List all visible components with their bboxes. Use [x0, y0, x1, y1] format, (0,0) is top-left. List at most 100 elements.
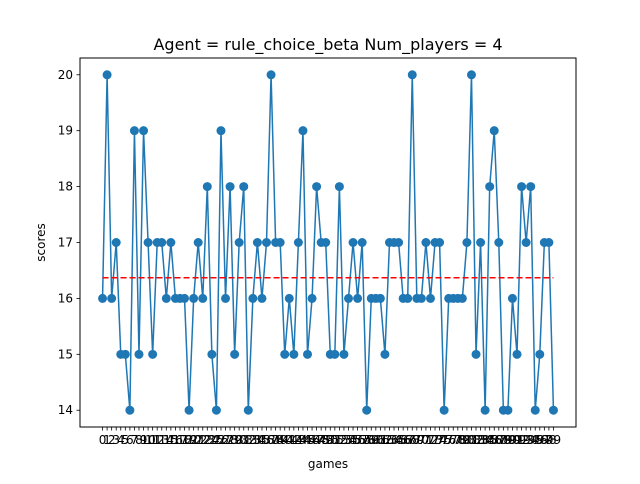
data-point: [348, 238, 358, 247]
x-tick-label: 19: [181, 433, 196, 447]
data-point: [221, 293, 231, 303]
x-tick-label: 12: [150, 433, 165, 447]
x-tick-label: 51: [327, 433, 342, 447]
data-point: [485, 182, 495, 192]
data-point: [394, 238, 404, 247]
data-point: [439, 405, 449, 415]
data-point: [248, 293, 258, 303]
x-tick-label: 13: [154, 433, 169, 447]
data-point: [202, 182, 212, 192]
x-tick-label: 65: [391, 433, 406, 447]
x-tick-label: 61: [373, 433, 388, 447]
data-point: [225, 182, 235, 192]
x-tick-label: 96: [532, 433, 547, 447]
data-point: [157, 238, 167, 247]
x-tick-label: 88: [496, 433, 511, 447]
x-tick-label: 17: [172, 433, 187, 447]
data-point: [98, 293, 108, 303]
data-point: [489, 126, 499, 136]
data-point: [476, 238, 486, 247]
x-tick-label: 28: [222, 433, 237, 447]
x-tick-label: 5: [121, 433, 129, 447]
x-tick-label: 16: [168, 433, 183, 447]
x-tick-label: 67: [400, 433, 415, 447]
x-tick-label: 91: [509, 433, 524, 447]
x-tick-label: 92: [514, 433, 529, 447]
data-point: [257, 293, 267, 303]
axes-frame: [79, 57, 577, 428]
data-point: [321, 238, 331, 247]
data-point: [125, 405, 135, 415]
x-tick-label: 26: [213, 433, 228, 447]
data-point: [380, 349, 390, 359]
data-point: [303, 349, 313, 359]
y-tick-label: 20: [58, 68, 73, 82]
data-point: [494, 238, 504, 247]
data-point: [362, 405, 372, 415]
x-tick-label: 44: [295, 433, 310, 447]
data-point: [517, 182, 527, 192]
y-tick-label: 17: [58, 236, 73, 250]
x-tick-label: 95: [528, 433, 543, 447]
data-point: [275, 238, 285, 247]
data-point: [243, 405, 253, 415]
x-tick-label: 14: [159, 433, 174, 447]
data-point: [234, 238, 244, 247]
data-point: [312, 182, 322, 192]
x-tick-label: 90: [505, 433, 520, 447]
x-tick-label: 83: [473, 433, 488, 447]
x-tick-label: 58: [359, 433, 374, 447]
x-tick-label: 71: [418, 433, 433, 447]
data-point: [353, 293, 363, 303]
data-point: [416, 293, 426, 303]
x-tick-label: 46: [304, 433, 319, 447]
x-tick-label: 35: [254, 433, 269, 447]
data-point: [289, 349, 299, 359]
x-tick-label: 50: [323, 433, 338, 447]
data-point: [535, 349, 545, 359]
x-tick-label: 3: [112, 433, 120, 447]
y-axis-label: scores: [34, 223, 48, 262]
x-tick-label: 73: [427, 433, 442, 447]
x-tick-label: 0: [99, 433, 107, 447]
data-point: [107, 293, 117, 303]
y-tick-label: 15: [58, 347, 73, 361]
x-tick-label: 89: [500, 433, 515, 447]
x-tick-label: 21: [191, 433, 206, 447]
x-tick-label: 75: [437, 433, 452, 447]
x-tick-label: 60: [368, 433, 383, 447]
data-point: [457, 293, 467, 303]
data-point: [471, 349, 481, 359]
x-tick-label: 30: [232, 433, 247, 447]
data-point: [462, 238, 472, 247]
x-tick-label: 32: [241, 433, 256, 447]
x-tick-label: 93: [518, 433, 533, 447]
data-point: [407, 70, 417, 80]
y-tick-label: 19: [58, 124, 73, 138]
plot-area: 1415161718192001234567891011121314151617…: [58, 68, 561, 447]
data-point: [334, 182, 344, 192]
x-tick-label: 55: [345, 433, 360, 447]
chart-title: Agent = rule_choice_beta Num_players = 4: [153, 35, 502, 55]
x-tick-label: 10: [140, 433, 155, 447]
data-point: [216, 126, 226, 136]
x-tick-label: 25: [209, 433, 224, 447]
x-tick-label: 69: [409, 433, 424, 447]
data-point: [134, 349, 144, 359]
x-tick-label: 62: [377, 433, 392, 447]
x-tick-label: 34: [250, 433, 265, 447]
data-point: [143, 238, 153, 247]
data-point: [211, 405, 221, 415]
x-tick-label: 40: [277, 433, 292, 447]
data-point: [120, 349, 130, 359]
x-tick-label: 59: [364, 433, 379, 447]
x-tick-label: 84: [477, 433, 492, 447]
data-point: [189, 293, 199, 303]
x-tick-label: 8: [135, 433, 143, 447]
y-tick-label: 16: [58, 291, 73, 305]
x-tick-label: 18: [177, 433, 192, 447]
x-tick-label: 97: [537, 433, 552, 447]
x-tick-label: 87: [491, 433, 506, 447]
data-point: [330, 349, 340, 359]
